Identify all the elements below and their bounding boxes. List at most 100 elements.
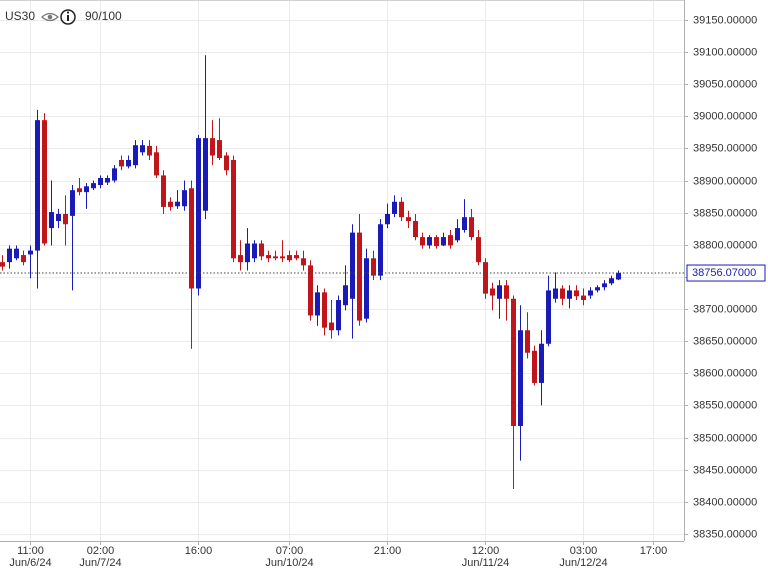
candle-body (420, 237, 425, 246)
candle-body (602, 283, 607, 288)
candle-body (7, 248, 12, 263)
candle-body (406, 217, 411, 222)
y-tick-label: 38450.00000 (693, 464, 757, 476)
candle-body (483, 262, 488, 294)
candle-body (77, 188, 82, 193)
candle-body (413, 221, 418, 238)
candle-body (0, 262, 5, 267)
info-dot (66, 11, 70, 14)
candle-body (462, 217, 467, 231)
candle-body (574, 290, 579, 297)
candle-body (245, 243, 250, 263)
last-price-box (686, 264, 766, 282)
candle-body (518, 330, 523, 426)
candle-body (49, 212, 54, 229)
candle-body (553, 288, 558, 299)
candle-body (357, 232, 362, 321)
candle-body (140, 145, 145, 153)
x-tick-label: 02:00 (87, 545, 115, 557)
candle-body (315, 292, 320, 316)
candle-body (539, 343, 544, 383)
candle-body (56, 213, 61, 222)
candle-body (504, 285, 509, 299)
candle-body (616, 273, 621, 280)
candle-body (70, 190, 75, 216)
candle-body (189, 188, 194, 289)
x-tick-date: Jun/10/24 (265, 557, 313, 569)
eye-pupil (47, 14, 53, 20)
candle-body (469, 217, 474, 238)
candle-body (287, 255, 292, 261)
candle-body (217, 140, 222, 159)
x-tick-date: Jun/12/24 (559, 557, 607, 569)
candle-body (105, 177, 110, 183)
y-tick-label: 38700.00000 (693, 303, 757, 315)
candle-body (161, 175, 166, 207)
x-tick-date: Jun/6/24 (9, 557, 51, 569)
candle-body (441, 237, 446, 246)
axes: 38350.00000 38400.00000 38450.00000 38500.0… (0, 14, 766, 569)
candle-body (21, 255, 26, 263)
y-tick-label: 39000.00000 (693, 110, 757, 122)
x-tick-date: Jun/11/24 (462, 557, 510, 569)
x-tick-date: Jun/7/24 (79, 557, 121, 569)
candle-body (91, 183, 96, 189)
x-tick-label: 03:00 (570, 545, 598, 557)
candle-body (259, 243, 264, 257)
candle-body (252, 243, 257, 259)
candle-body (371, 258, 376, 276)
y-tick-label: 38800.00000 (693, 239, 757, 251)
candle-body (154, 152, 159, 176)
x-tick-label: 17:00 (640, 545, 668, 557)
candle-body (329, 322, 334, 331)
score: 90/100 (85, 9, 122, 23)
y-tick-label: 38650.00000 (693, 335, 757, 347)
candle-body (308, 265, 313, 316)
x-tick-label: 21:00 (374, 545, 402, 557)
candle-body (364, 258, 369, 319)
candles (0, 55, 621, 489)
last-price-label: 38756.07000 (692, 267, 756, 279)
y-tick-label: 38500.00000 (693, 432, 757, 444)
candle-body (14, 248, 19, 259)
candle-body (511, 298, 516, 426)
candle-body (595, 287, 600, 291)
candle-body (434, 237, 439, 247)
candle-body (301, 258, 306, 266)
candle-body (399, 201, 404, 218)
y-tick-label: 38400.00000 (693, 496, 757, 508)
candle-body (196, 138, 201, 289)
candle-body (119, 159, 124, 167)
candle-body (35, 120, 40, 251)
candle-body (168, 201, 173, 207)
y-tick-label: 39100.00000 (693, 46, 757, 58)
candle-body (490, 288, 495, 296)
candle-body (224, 155, 229, 171)
candle-body (294, 255, 299, 259)
eye-outline (41, 12, 59, 22)
candle-body (63, 213, 68, 225)
candle-body (280, 256, 285, 259)
candle-body (455, 228, 460, 241)
x-tick-label: 16:00 (185, 545, 213, 557)
info-circle (60, 9, 76, 25)
candle-body (336, 300, 341, 331)
info-icon[interactable] (60, 9, 76, 25)
x-tick-label: 07:00 (276, 545, 304, 557)
candle-body (378, 224, 383, 276)
candle-body (476, 237, 481, 263)
candle-body (546, 290, 551, 344)
candle-body (42, 120, 47, 244)
candle-body (448, 235, 453, 246)
visibility-icon[interactable] (41, 12, 59, 22)
candle-body (182, 190, 187, 207)
candle-body (112, 168, 117, 181)
candle-body (427, 237, 432, 246)
candle-body (231, 159, 236, 259)
candle-body (560, 288, 565, 299)
candle-body (588, 290, 593, 296)
y-tick-label: 38550.00000 (693, 399, 757, 411)
candle-body (525, 330, 530, 353)
